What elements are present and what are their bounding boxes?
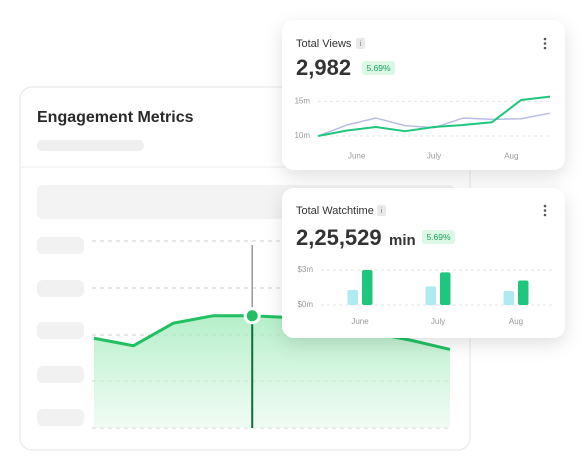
card-title: Total Watchtime	[296, 205, 374, 217]
placeholder	[37, 140, 144, 151]
bar	[347, 289, 358, 305]
info-icon	[356, 38, 365, 49]
bar	[362, 270, 373, 305]
placeholder-pills	[37, 237, 84, 426]
x-tick-label: June	[351, 317, 369, 326]
info-icon-text: i	[381, 208, 383, 215]
kebab[interactable]	[543, 37, 547, 50]
engagement-card: Engagement Metrics	[19, 86, 471, 451]
metric-unit: min	[389, 232, 416, 249]
badge-text: 5.69%	[366, 63, 391, 73]
bar	[503, 291, 514, 305]
badge	[422, 230, 455, 244]
kebab[interactable]	[543, 204, 547, 217]
card-bg	[282, 20, 565, 170]
bar	[518, 280, 529, 305]
x-tick-label: Aug	[504, 152, 518, 161]
badge	[362, 61, 395, 75]
metric-value: 2,982	[296, 55, 351, 80]
x-tick-label: July	[431, 317, 445, 326]
x-tick-label: Aug	[509, 317, 523, 326]
y-tick-label: 15m	[294, 97, 310, 106]
area	[94, 315, 450, 428]
info-icon	[377, 205, 386, 216]
highlight-dot	[243, 307, 261, 325]
y-tick-label: 10m	[294, 131, 310, 140]
card-title: Total Views	[296, 38, 352, 50]
info-icon-text: i	[360, 41, 362, 48]
watch-card: Total Watchtime i 2,25,529 min 5.69% $0m…	[282, 188, 565, 338]
y-tick-label: $3m	[297, 265, 313, 274]
badge-text: 5.69%	[426, 232, 451, 242]
metric-value: 2,25,529	[296, 225, 382, 250]
bar	[440, 272, 451, 305]
x-tick-label: July	[427, 152, 441, 161]
series-line	[317, 95, 551, 138]
y-tick-label: $0m	[297, 300, 313, 309]
x-tick-label: June	[348, 152, 366, 161]
views-card: Total Views i 2,982 5.69% 10m 15m June July…	[282, 20, 565, 170]
card-title: Engagement Metrics	[37, 109, 194, 126]
bar	[425, 286, 436, 305]
